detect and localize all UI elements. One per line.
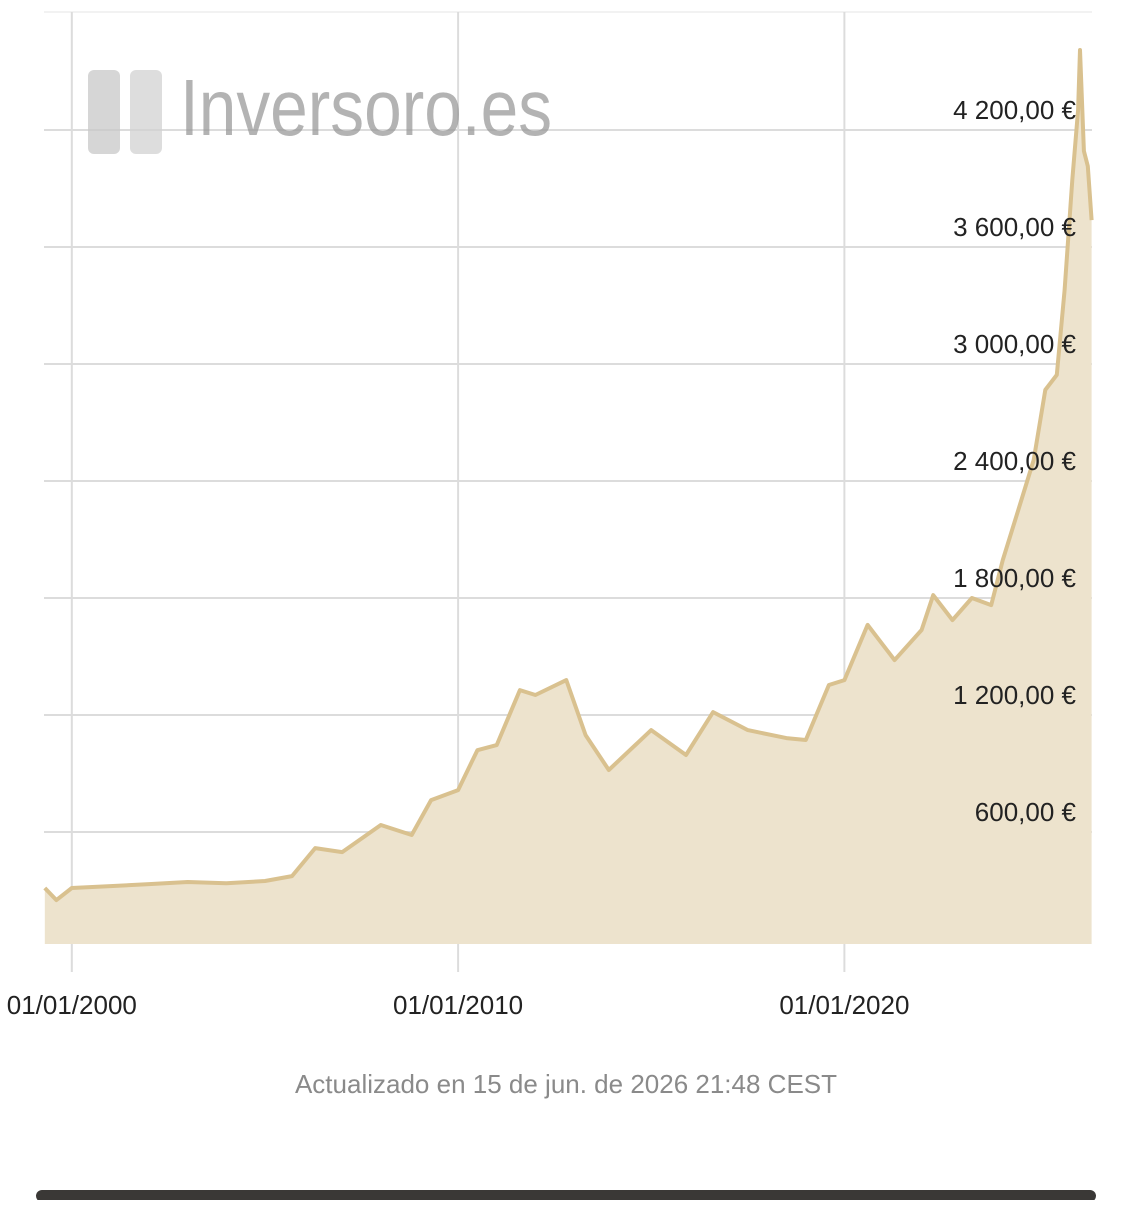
watermark-logo: Inversoro.es: [88, 63, 552, 154]
labels: 600,00 € 1 200,00 € 1 800,00 € 2 400,00 € 3 …: [7, 95, 1077, 1020]
next-card: [36, 1190, 1096, 1202]
area: [44, 50, 1092, 944]
watermark: Inversoro.es: [180, 63, 552, 152]
x-tick-label: 01/01/2020: [779, 990, 909, 1020]
x-tick-label: 01/01/2010: [393, 990, 523, 1020]
y-tick-label: 1 800,00 €: [953, 563, 1076, 593]
line: [43, 48, 1094, 903]
footer: Actualizado en 15 de jun. de 2026 21:48 …: [295, 1069, 837, 1099]
y-tick-label: 1 200,00 €: [953, 680, 1076, 710]
plot: [43, 48, 1094, 944]
y-tick-label: 2 400,00 €: [953, 446, 1076, 476]
y-tick-label: 3 000,00 €: [953, 329, 1076, 359]
y-tick-label: 3 600,00 €: [953, 212, 1076, 242]
logo-bar: [88, 70, 120, 154]
logo-bar: [130, 70, 162, 154]
y-tick-label: 600,00 €: [975, 797, 1077, 827]
x-tick-label: 01/01/2000: [7, 990, 137, 1020]
y-tick-label: 4 200,00 €: [953, 95, 1076, 125]
